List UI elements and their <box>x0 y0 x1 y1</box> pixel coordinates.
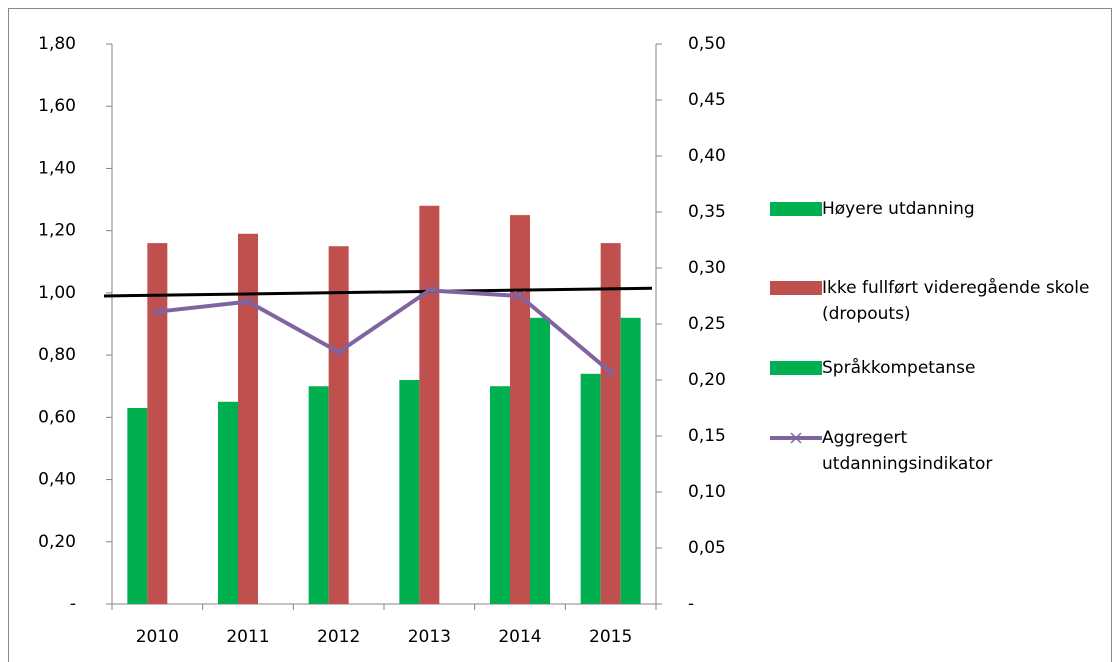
x-tick-label: 2014 <box>498 627 541 647</box>
y-tick-label: 0,40 <box>38 470 76 490</box>
y2-tick-label: 0,25 <box>688 314 726 334</box>
legend-box <box>770 202 822 216</box>
legend-label: Høyere utdanning <box>822 199 975 219</box>
bar <box>620 317 641 604</box>
bar <box>238 233 258 604</box>
legend-marker <box>790 432 802 444</box>
bar <box>308 386 329 604</box>
bar <box>147 243 168 604</box>
bar <box>419 205 440 604</box>
legend-swatch <box>770 281 822 295</box>
marker <box>514 290 526 302</box>
x-tick-label: 2010 <box>136 627 179 647</box>
y-tick-label: 0,80 <box>38 345 76 365</box>
x-tick-label: 2015 <box>589 627 632 647</box>
legend-label: Ikke fullført videregående skole (dropou… <box>822 278 1090 324</box>
legend-item: Ikke fullført videregående skole (dropou… <box>770 275 1092 327</box>
y2-tick-label: - <box>688 594 694 614</box>
y-tick-label: 0,20 <box>38 532 76 552</box>
bar <box>399 380 420 604</box>
legend-item: Aggregert utdanningsindikator <box>770 425 1022 477</box>
x-tick-label: 2013 <box>408 627 451 647</box>
y2-tick-label: 0,05 <box>688 538 726 558</box>
y2-tick-label: 0,15 <box>688 426 726 446</box>
y-tick-label: - <box>70 594 76 614</box>
legend-label: Språkkompetanse <box>822 358 976 378</box>
legend-item: Språkkompetanse <box>770 355 1102 381</box>
y2-tick-label: 0,40 <box>688 146 726 166</box>
y2-tick-label: 0,35 <box>688 202 726 222</box>
legend-swatch <box>770 361 822 375</box>
trendline <box>103 286 653 298</box>
bar <box>530 317 550 604</box>
legend-box <box>770 361 822 375</box>
marker <box>605 366 617 378</box>
bar <box>328 246 349 604</box>
legend-item: Høyere utdanning <box>770 196 1102 222</box>
y2-tick-label: 0,50 <box>688 34 726 54</box>
y2-tick-label: 0,10 <box>688 482 726 502</box>
x-tick-label: 2011 <box>226 627 269 647</box>
chart-border <box>8 8 1112 662</box>
bar <box>218 401 238 604</box>
x-tick-label: 2012 <box>317 627 360 647</box>
y-tick-label: 1,80 <box>38 34 76 54</box>
line <box>157 288 612 374</box>
y-tick-label: 1,40 <box>38 158 76 178</box>
marker <box>151 306 163 318</box>
marker <box>423 284 435 296</box>
y2-tick-label: 0,45 <box>688 90 726 110</box>
marker <box>333 346 345 358</box>
y-tick-label: 1,00 <box>38 283 76 303</box>
y2-tick-label: 0,30 <box>688 258 726 278</box>
legend-swatch <box>770 202 822 216</box>
y-tick-label: 1,20 <box>38 221 76 241</box>
bar <box>490 386 510 604</box>
y-tick-label: 0,60 <box>38 407 76 427</box>
marker <box>242 296 254 308</box>
bar <box>600 243 621 604</box>
legend-label: Aggregert utdanningsindikator <box>822 428 993 474</box>
bar <box>580 373 601 604</box>
y-tick-label: 1,60 <box>38 96 76 116</box>
bar <box>510 215 530 604</box>
bar <box>127 408 148 604</box>
y2-tick-label: 0,20 <box>688 370 726 390</box>
legend-swatch <box>770 432 822 444</box>
legend-box <box>770 281 822 295</box>
